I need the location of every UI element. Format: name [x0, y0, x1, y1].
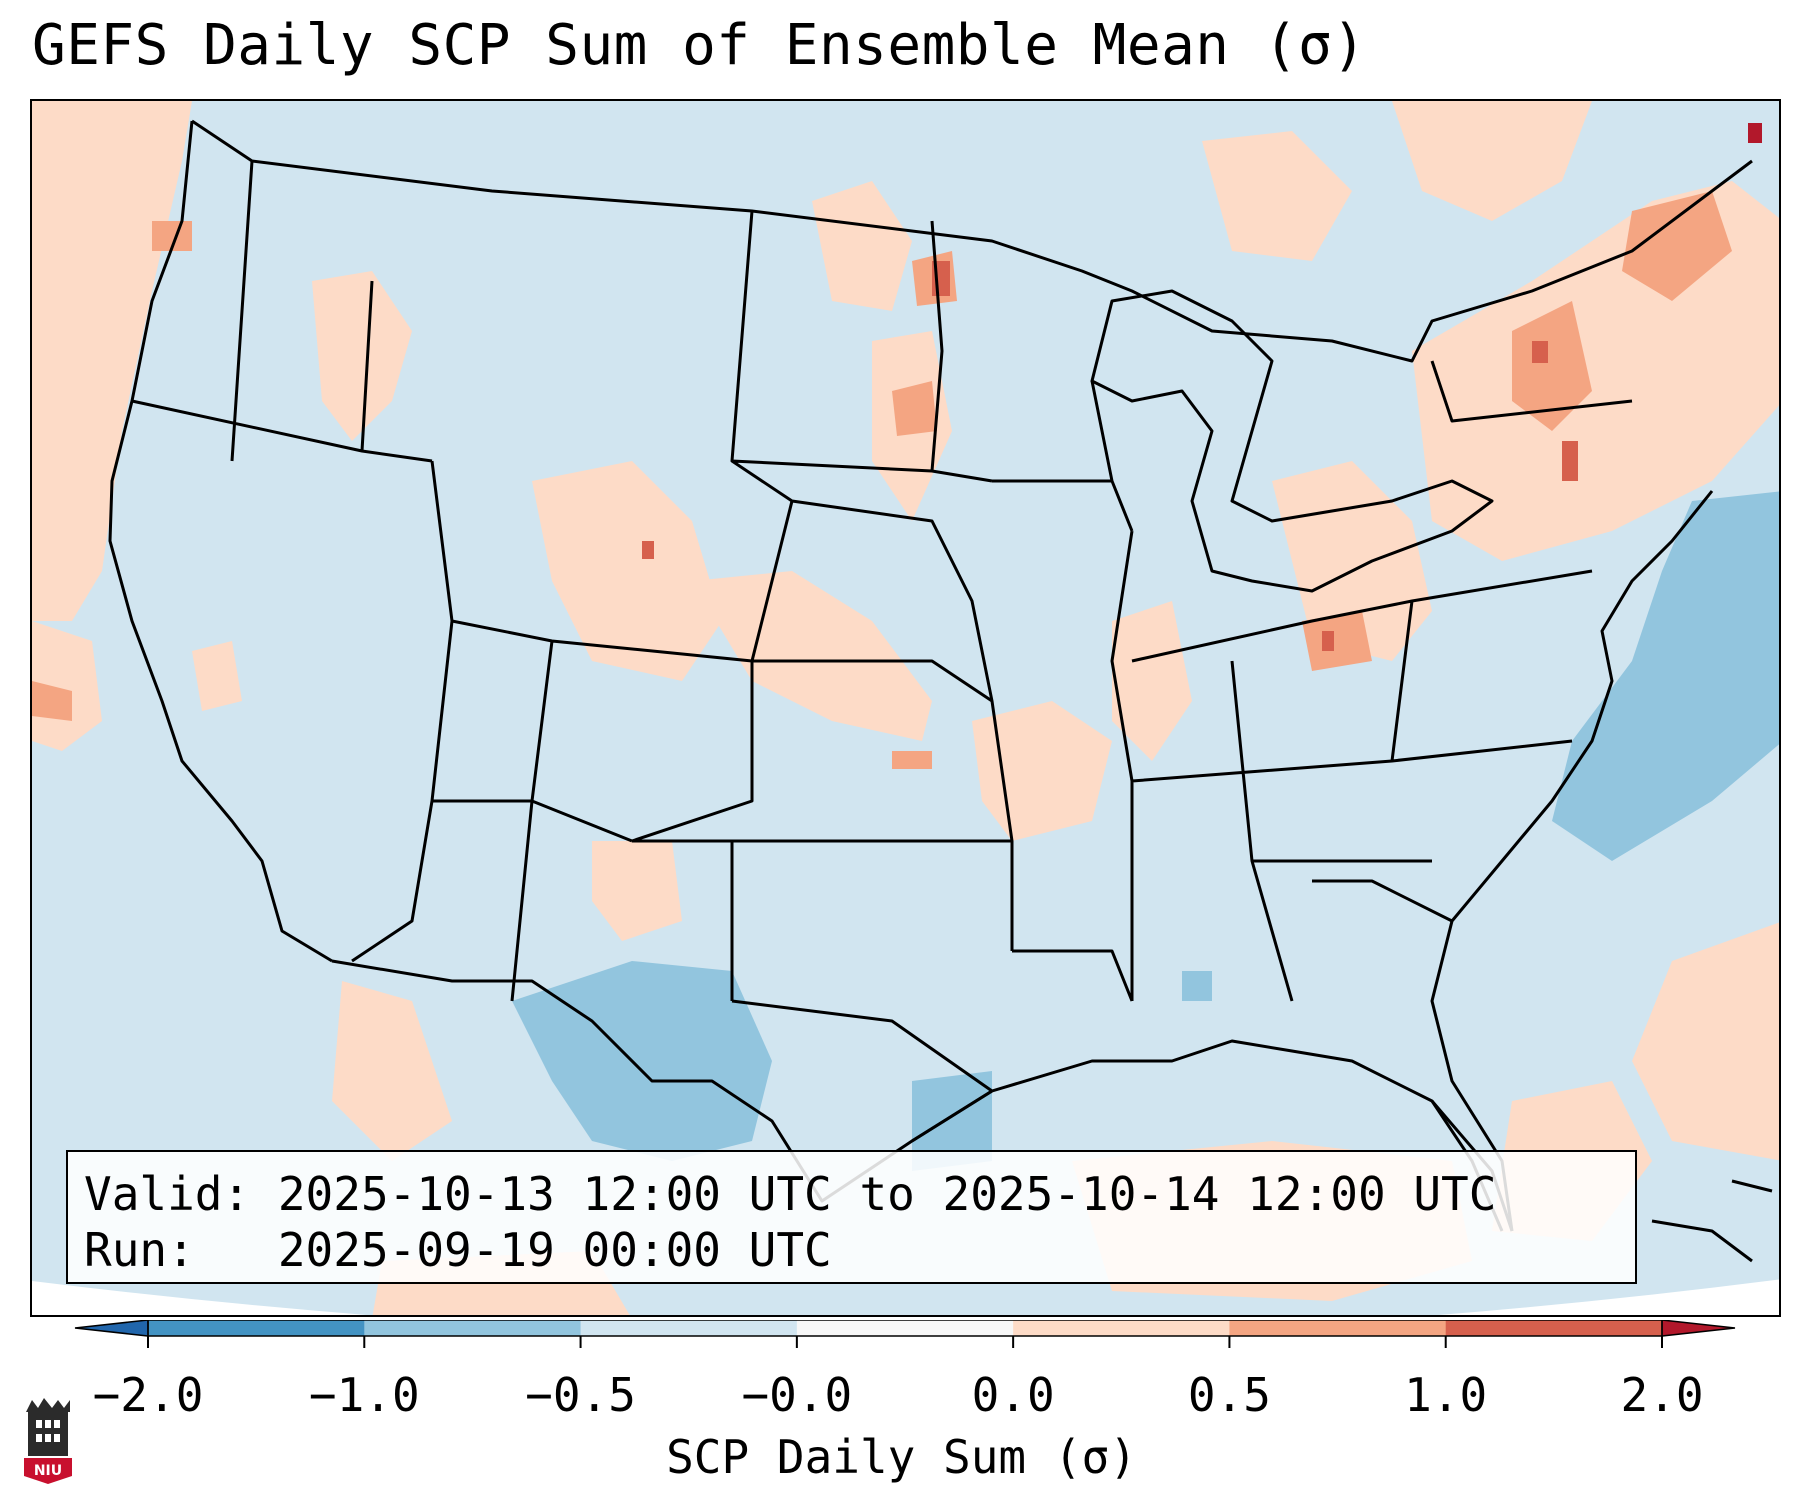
- colorbar: [74, 1320, 1736, 1348]
- colorbar-tick-label: −0.5: [525, 1368, 636, 1422]
- colorbar-segment: [148, 1320, 365, 1336]
- colorbar-label: SCP Daily Sum (σ): [666, 1430, 1137, 1484]
- state-borders-central: [730, 210, 1134, 1093]
- info-box: Valid: 2025-10-13 12:00 UTC to 2025-10-1…: [66, 1150, 1637, 1284]
- state-borders-east: [992, 360, 1633, 1002]
- west-coast: [108, 120, 333, 963]
- peak-anomaly-regions: [1748, 123, 1762, 143]
- scp-map: [32, 101, 1779, 1315]
- colorbar-ticks: [147, 1336, 1663, 1348]
- map-edge-white: [32, 1279, 1779, 1315]
- gulf-coast: [911, 1039, 1514, 1232]
- canada-us-border: [191, 119, 1753, 363]
- page-title: GEFS Daily SCP Sum of Ensemble Mean (σ): [32, 13, 1367, 78]
- east-coast: [1430, 490, 1714, 1232]
- colorbar-tick-label: 1.0: [1404, 1368, 1488, 1422]
- colorbar-segment: [580, 1320, 798, 1336]
- niu-logo: NIU: [24, 1398, 72, 1484]
- colorbar-tick-label: −2.0: [92, 1368, 204, 1422]
- colorbar-segment: [364, 1320, 582, 1336]
- colorbar-tick-label: 0.5: [1187, 1368, 1271, 1422]
- colorbar-outline: [147, 1320, 1663, 1337]
- colorbar-tick-label: −1.0: [308, 1368, 420, 1422]
- colorbar-segment: [1229, 1320, 1447, 1336]
- colorbar-tick-label: −0.0: [741, 1368, 853, 1422]
- great-lakes: [1090, 289, 1494, 593]
- colorbar-extend-min: [74, 1320, 149, 1337]
- caribbean-islands: [1651, 1179, 1773, 1263]
- colorbar-segment: [796, 1320, 1014, 1336]
- colorbar-segment: [1013, 1320, 1230, 1336]
- colorbar-tick-label: 0.0: [971, 1368, 1055, 1422]
- state-borders-west: [131, 160, 794, 1002]
- colorbar-segments: [148, 1320, 1663, 1336]
- map-panel: [30, 99, 1781, 1317]
- colorbar-segment: [1445, 1320, 1663, 1336]
- colorbar-tick-label: 2.0: [1620, 1368, 1704, 1422]
- run-line: Run: 2025-09-19 00:00 UTC: [84, 1223, 832, 1277]
- moderate-anomaly-regions: [32, 191, 1732, 769]
- colorbar-extend-max: [1661, 1320, 1736, 1337]
- valid-line: Valid: 2025-10-13 12:00 UTC to 2025-10-1…: [84, 1167, 1497, 1221]
- logo-text: NIU: [34, 1463, 62, 1479]
